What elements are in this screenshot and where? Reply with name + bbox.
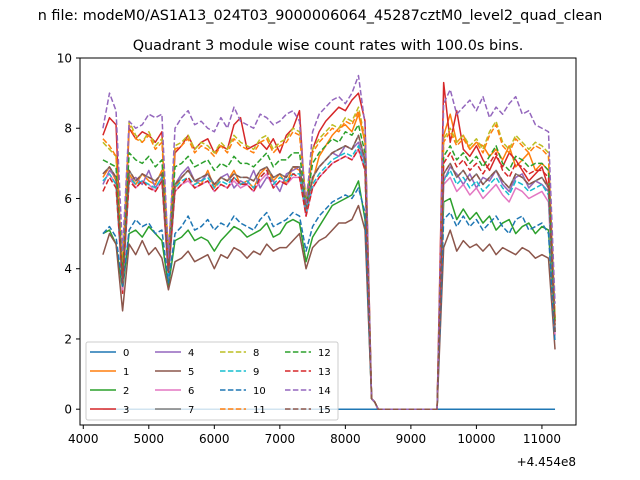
- x-tick-label: 5000: [134, 432, 165, 446]
- x-tick-label: 10000: [457, 432, 495, 446]
- x-tick-label: 6000: [199, 432, 230, 446]
- x-tick-label: 11000: [523, 432, 561, 446]
- y-tick-label: 0: [64, 403, 72, 417]
- figure-suptitle: n file: modeM0/AS1A13_024T03_9000006064_…: [38, 8, 603, 24]
- series-line-2: [102, 180, 556, 410]
- legend-label-10: 10: [253, 386, 266, 397]
- series-line-12: [102, 123, 556, 410]
- series-line-13: [102, 148, 556, 410]
- series-line-5: [102, 204, 556, 410]
- legend-frame: [85, 341, 339, 421]
- y-axis-ticks: 0 2 4 6 8 10: [57, 52, 80, 417]
- series-line-14: [102, 74, 556, 410]
- legend-label-13: 13: [318, 367, 331, 378]
- x-tick-label: 7000: [265, 432, 296, 446]
- legend-label-9: 9: [253, 367, 259, 378]
- y-tick-label: 4: [64, 262, 72, 276]
- series-line-11: [102, 109, 556, 410]
- legend-label-3: 3: [123, 405, 129, 416]
- axes-frame: [79, 57, 577, 426]
- series-line-3: [102, 81, 556, 410]
- series-layer: [102, 74, 556, 410]
- x-tick-label: 9000: [396, 432, 427, 446]
- series-line-10: [102, 187, 556, 410]
- y-tick-label: 8: [64, 122, 72, 136]
- series-line-8: [102, 106, 556, 410]
- chart-title: Quadrant 3 module wise count rates with …: [133, 38, 524, 54]
- y-tick-label: 2: [64, 332, 72, 346]
- x-axis-offset-label: +4.454e8: [517, 455, 576, 469]
- legend-label-4: 4: [188, 348, 194, 359]
- legend-label-0: 0: [123, 348, 129, 359]
- legend-label-7: 7: [188, 405, 194, 416]
- legend-label-2: 2: [123, 386, 129, 397]
- x-axis-ticks: 4000 5000 6000 7000 8000 9000 10000 11000: [68, 425, 561, 446]
- x-tick-label: 4000: [68, 432, 99, 446]
- y-tick-label: 6: [64, 192, 72, 206]
- legend-label-8: 8: [253, 348, 259, 359]
- legend-label-12: 12: [318, 348, 331, 359]
- series-line-15: [102, 134, 556, 410]
- x-tick-label: 8000: [330, 432, 361, 446]
- legend-label-5: 5: [188, 367, 194, 378]
- series-line-9: [102, 145, 556, 410]
- legend-label-15: 15: [318, 405, 331, 416]
- legend-label-14: 14: [318, 386, 331, 397]
- y-tick-label: 10: [57, 52, 72, 66]
- legend-label-6: 6: [188, 386, 194, 397]
- legend-label-11: 11: [253, 405, 266, 416]
- legend-label-1: 1: [123, 367, 129, 378]
